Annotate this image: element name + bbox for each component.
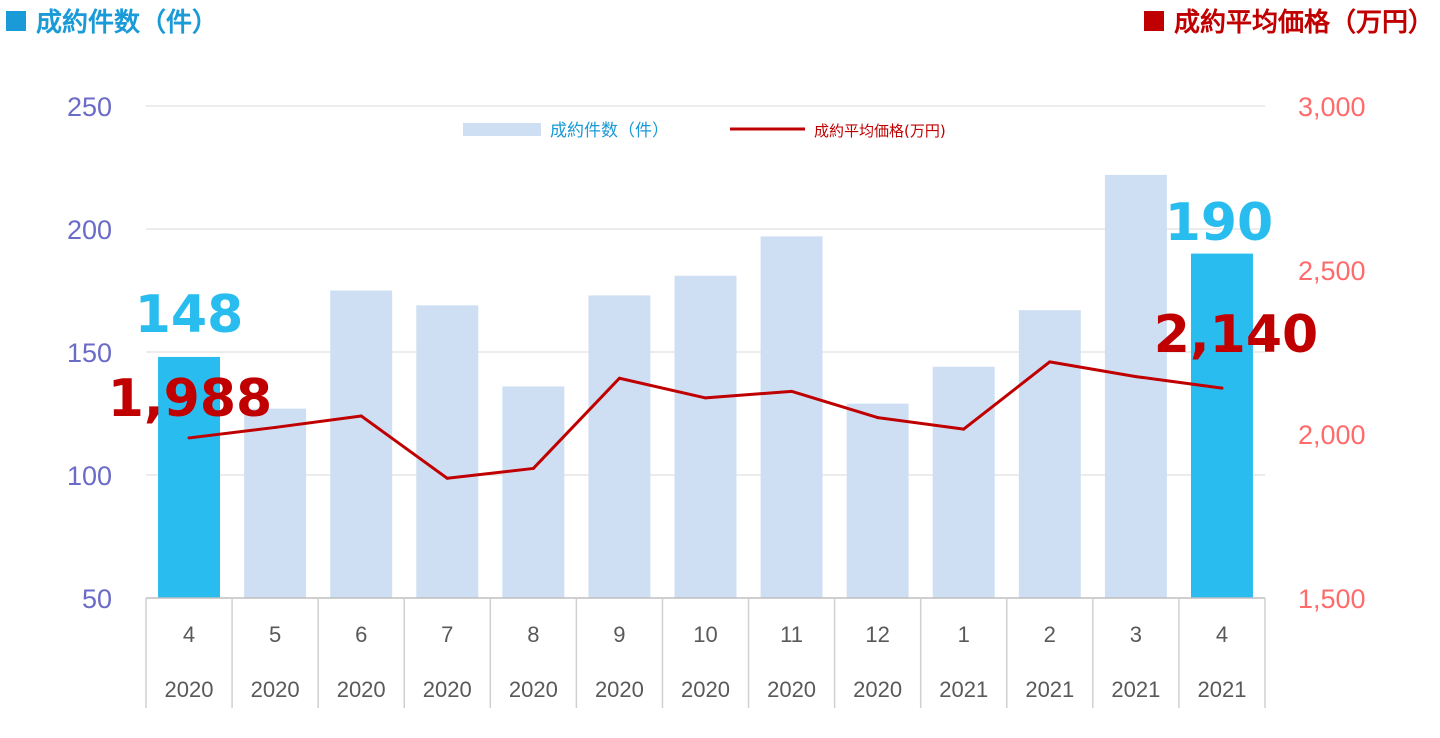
price-line-point bbox=[531, 466, 535, 470]
category-year-label: 2020 bbox=[767, 677, 816, 702]
bar bbox=[588, 295, 651, 598]
legend-bar-label: 成約件数（件） bbox=[550, 121, 669, 141]
price-line-point bbox=[876, 416, 880, 420]
price-line-point bbox=[359, 414, 363, 418]
right-axis-header-label: 成約平均価格（万円） bbox=[1173, 8, 1434, 38]
category-month-label: 9 bbox=[613, 622, 625, 647]
price-line-point bbox=[704, 396, 707, 400]
square-icon bbox=[1143, 10, 1164, 31]
price-line-point bbox=[617, 376, 621, 380]
right-axis-tick-label: 2,500 bbox=[1298, 256, 1366, 286]
bar-highlight bbox=[158, 356, 221, 598]
price-line-point bbox=[445, 476, 449, 480]
right-axis-header: 成約平均価格（万円） bbox=[1143, 2, 1434, 39]
right-axis-tick-label: 1,500 bbox=[1298, 584, 1366, 614]
category-month-label: 1 bbox=[958, 622, 970, 647]
left-axis-tick-label: 250 bbox=[67, 92, 112, 122]
category-month-label: 5 bbox=[269, 622, 281, 647]
category-year-label: 2021 bbox=[1197, 677, 1246, 702]
category-year-label: 2021 bbox=[1111, 677, 1160, 702]
bar bbox=[1018, 310, 1081, 598]
category-month-label: 11 bbox=[780, 622, 803, 647]
bar bbox=[330, 290, 393, 598]
category-month-label: 7 bbox=[441, 622, 453, 647]
category-year-label: 2020 bbox=[337, 677, 386, 702]
price-value-label: 1,988 bbox=[108, 369, 272, 429]
category-year-label: 2020 bbox=[251, 677, 300, 702]
price-line-point bbox=[187, 436, 191, 440]
price-line-point bbox=[962, 427, 966, 431]
left-axis-tick-label: 150 bbox=[67, 338, 112, 368]
category-month-label: 10 bbox=[693, 622, 717, 647]
legend: 成約件数（件） 成約平均価格(万円) bbox=[463, 121, 946, 141]
price-line-point bbox=[273, 425, 277, 429]
category-year-label: 2020 bbox=[595, 677, 644, 702]
left-axis-header-label: 成約件数（件） bbox=[36, 8, 219, 38]
bar bbox=[502, 386, 565, 598]
category-month-label: 8 bbox=[527, 622, 539, 647]
left-axis-tick-label: 100 bbox=[67, 461, 112, 491]
category-month-label: 4 bbox=[183, 622, 195, 647]
legend-bar-swatch bbox=[463, 123, 541, 136]
bar bbox=[244, 408, 307, 598]
category-year-label: 2020 bbox=[423, 677, 472, 702]
bar bbox=[1104, 174, 1167, 598]
bar-value-label: 190 bbox=[1165, 193, 1274, 253]
category-month-label: 6 bbox=[355, 622, 367, 647]
bar bbox=[674, 275, 737, 598]
category-month-label: 12 bbox=[865, 622, 889, 647]
category-month-label: 2 bbox=[1044, 622, 1056, 647]
bar bbox=[416, 305, 479, 598]
bar bbox=[760, 236, 823, 598]
category-year-label: 2020 bbox=[681, 677, 730, 702]
price-line-point bbox=[1220, 386, 1224, 390]
legend-line-label: 成約平均価格(万円) bbox=[814, 122, 946, 140]
category-month-label: 3 bbox=[1130, 622, 1142, 647]
category-month-label: 4 bbox=[1216, 622, 1228, 647]
bar bbox=[932, 366, 995, 598]
bar-highlight bbox=[1190, 253, 1253, 598]
category-year-label: 2020 bbox=[509, 677, 558, 702]
price-value-label: 2,140 bbox=[1154, 305, 1318, 365]
right-axis-tick-label: 2,000 bbox=[1298, 420, 1366, 450]
right-axis-tick-label: 3,000 bbox=[1298, 92, 1366, 122]
left-axis-tick-label: 50 bbox=[82, 584, 112, 614]
price-line-point bbox=[1134, 375, 1138, 379]
bar bbox=[846, 403, 909, 598]
category-year-label: 2020 bbox=[853, 677, 902, 702]
category-year-label: 2021 bbox=[1025, 677, 1074, 702]
category-year-label: 2021 bbox=[939, 677, 988, 702]
price-line-point bbox=[1048, 360, 1052, 364]
bar-value-label: 148 bbox=[135, 285, 244, 345]
square-icon bbox=[6, 10, 26, 31]
price-line-point bbox=[790, 389, 794, 393]
left-axis-header: 成約件数（件） bbox=[6, 2, 218, 39]
category-year-label: 2020 bbox=[165, 677, 214, 702]
left-axis-tick-label: 200 bbox=[67, 215, 112, 245]
